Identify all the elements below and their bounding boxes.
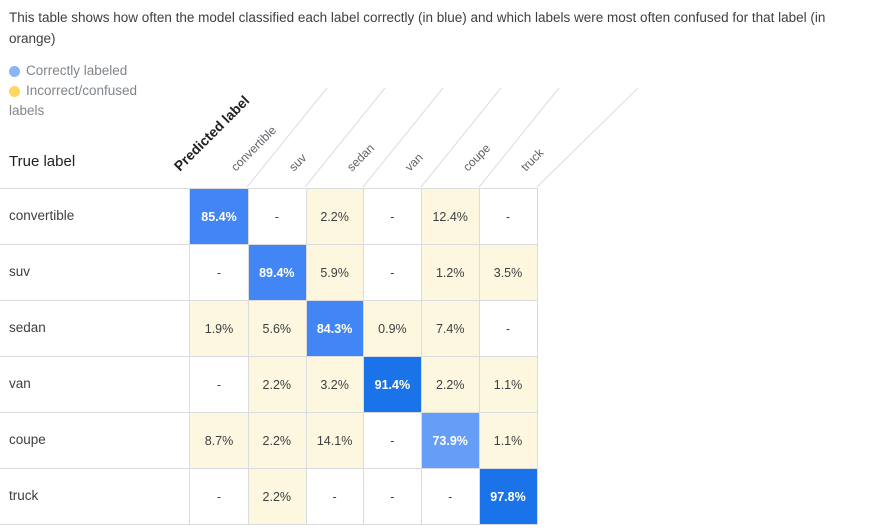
blue-dot-icon xyxy=(9,65,20,77)
matrix-cell[interactable]: 12.4% xyxy=(421,189,480,244)
matrix-cell[interactable]: 1.2% xyxy=(421,245,480,300)
matrix-cell[interactable]: 85.4% xyxy=(190,189,248,244)
legend-correct-label: Correctly labeled xyxy=(26,63,128,78)
row-label-5: truck xyxy=(9,488,39,503)
matrix-cell[interactable]: 8.7% xyxy=(190,413,248,468)
matrix-cell[interactable]: 91.4% xyxy=(363,357,422,412)
matrix-cell[interactable]: 73.9% xyxy=(421,413,480,468)
matrix-cell[interactable]: 5.6% xyxy=(247,301,306,356)
row-separator xyxy=(0,300,538,301)
row-label-3: van xyxy=(9,376,31,391)
matrix-cell[interactable]: - xyxy=(216,377,222,392)
column-separator xyxy=(189,188,190,524)
matrix-cell[interactable]: 84.3% xyxy=(305,301,364,356)
column-separator xyxy=(479,188,480,524)
row-label-1: suv xyxy=(9,264,31,279)
matrix-cell[interactable]: 2.2% xyxy=(305,189,364,244)
row-label-4: coupe xyxy=(9,432,46,447)
row-label-2: sedan xyxy=(9,320,46,335)
yellow-dot-icon xyxy=(9,85,20,97)
legend-incorrect-label: Incorrect/confused xyxy=(26,83,138,98)
matrix-cell[interactable]: - xyxy=(274,209,279,224)
matrix-cell[interactable]: 97.8% xyxy=(479,469,537,524)
legend: Correctly labeled Incorrect/confused lab… xyxy=(9,61,137,121)
matrix-cell[interactable]: - xyxy=(216,489,222,504)
true-label-header: True label xyxy=(9,153,76,170)
matrix-cell[interactable]: 5.9% xyxy=(305,245,364,300)
matrix-cell[interactable]: 2.2% xyxy=(247,413,306,468)
matrix-cell[interactable]: - xyxy=(448,489,453,504)
matrix-cell[interactable]: 14.1% xyxy=(305,413,364,468)
matrix-cell[interactable]: - xyxy=(390,433,395,448)
matrix-cell[interactable]: 2.2% xyxy=(421,357,480,412)
row-label-0: convertible xyxy=(9,208,75,223)
matrix-cell[interactable]: - xyxy=(216,265,222,280)
row-separator xyxy=(0,188,538,189)
matrix-cell[interactable]: 2.2% xyxy=(247,357,306,412)
matrix-cell[interactable]: - xyxy=(390,489,395,504)
matrix-cell[interactable]: - xyxy=(332,489,337,504)
table-description: This table shows how often the model cla… xyxy=(9,10,826,46)
column-header-diagonals xyxy=(246,87,639,188)
matrix-cell[interactable]: 3.2% xyxy=(305,357,364,412)
row-separator xyxy=(0,356,538,357)
matrix-cell[interactable]: 1.1% xyxy=(479,413,537,468)
matrix-cell[interactable]: 3.5% xyxy=(479,245,537,300)
matrix-cell[interactable]: 89.4% xyxy=(247,245,306,300)
row-separator xyxy=(0,524,538,525)
matrix-cell[interactable]: - xyxy=(390,209,395,224)
column-separator xyxy=(421,188,423,524)
legend-incorrect: Incorrect/confused xyxy=(9,81,137,101)
matrix-cell[interactable]: 1.9% xyxy=(190,301,248,356)
column-separator xyxy=(536,188,538,524)
matrix-cell[interactable]: - xyxy=(505,209,511,224)
row-separator xyxy=(0,412,538,413)
column-separator xyxy=(247,188,249,524)
matrix-cell[interactable]: 2.2% xyxy=(247,469,306,524)
matrix-cell[interactable]: 1.1% xyxy=(479,357,537,412)
matrix-cell[interactable]: 7.4% xyxy=(421,301,480,356)
row-separator xyxy=(0,468,538,469)
matrix-cell[interactable]: - xyxy=(505,321,511,336)
column-separator xyxy=(305,188,307,524)
legend-correct: Correctly labeled xyxy=(9,61,137,81)
row-separator xyxy=(0,244,538,245)
matrix-cell[interactable]: 0.9% xyxy=(363,301,422,356)
column-separator xyxy=(363,188,365,524)
legend-incorrect-label-continued: labels xyxy=(9,103,45,118)
matrix-cell[interactable]: - xyxy=(390,265,395,280)
